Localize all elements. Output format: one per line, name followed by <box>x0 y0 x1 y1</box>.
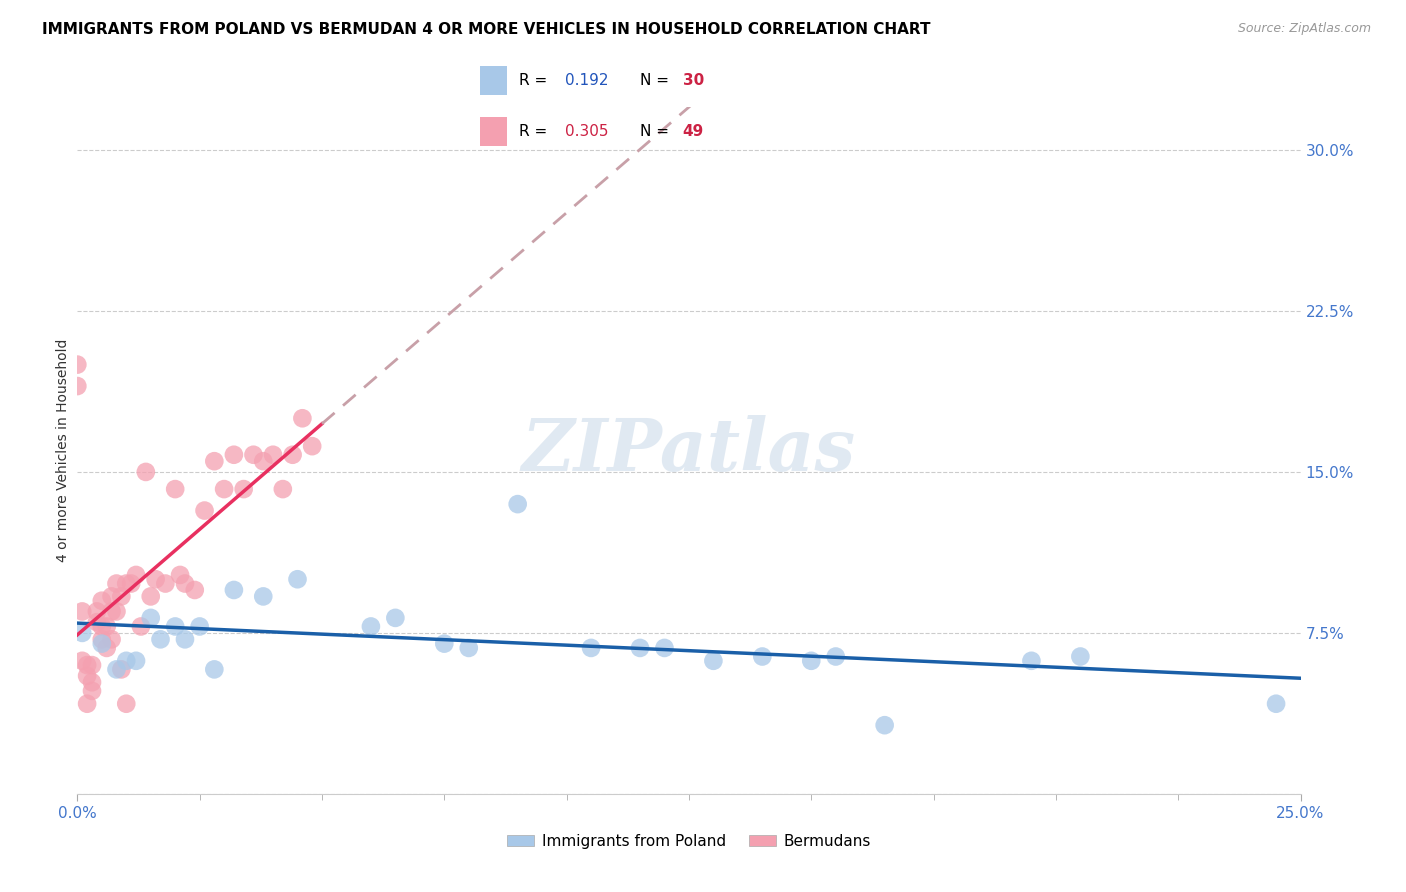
Point <box>873 718 896 732</box>
Point <box>506 497 529 511</box>
Point <box>751 649 773 664</box>
Text: 0.305: 0.305 <box>565 124 609 139</box>
Point <box>70 626 93 640</box>
Point <box>1021 654 1043 668</box>
Point <box>100 604 122 618</box>
Point <box>262 448 284 462</box>
Point <box>702 654 724 668</box>
Point <box>76 669 98 683</box>
Point <box>1069 649 1091 664</box>
Point <box>287 572 309 586</box>
Point <box>100 632 122 647</box>
Point <box>165 619 187 633</box>
Point <box>110 662 132 676</box>
Point <box>202 662 225 676</box>
Point <box>579 640 602 655</box>
Text: 30: 30 <box>683 72 704 87</box>
FancyBboxPatch shape <box>479 117 508 145</box>
Text: IMMIGRANTS FROM POLAND VS BERMUDAN 4 OR MORE VEHICLES IN HOUSEHOLD CORRELATION C: IMMIGRANTS FROM POLAND VS BERMUDAN 4 OR … <box>42 22 931 37</box>
Point <box>360 619 382 633</box>
Text: R =: R = <box>519 124 553 139</box>
Point <box>135 465 157 479</box>
Point <box>105 604 128 618</box>
Text: 0.192: 0.192 <box>565 72 609 87</box>
Text: Source: ZipAtlas.com: Source: ZipAtlas.com <box>1237 22 1371 36</box>
Point <box>291 411 314 425</box>
Point <box>80 675 103 690</box>
Point <box>76 658 98 673</box>
Text: N =: N = <box>640 124 673 139</box>
Point <box>70 654 93 668</box>
Point <box>125 654 148 668</box>
Point <box>86 604 108 618</box>
Point <box>174 632 197 647</box>
Text: R =: R = <box>519 72 553 87</box>
Point <box>654 640 676 655</box>
Point <box>70 604 93 618</box>
Point <box>281 448 304 462</box>
Point <box>90 637 112 651</box>
Point <box>252 590 274 604</box>
Point <box>242 448 264 462</box>
Point <box>222 582 245 597</box>
Y-axis label: 4 or more Vehicles in Household: 4 or more Vehicles in Household <box>56 339 70 562</box>
Point <box>271 482 294 496</box>
Point <box>149 632 172 647</box>
Point <box>169 568 191 582</box>
Text: 49: 49 <box>683 124 704 139</box>
Point <box>202 454 225 468</box>
Point <box>100 590 122 604</box>
Point <box>188 619 211 633</box>
Point <box>184 582 207 597</box>
Point <box>129 619 152 633</box>
Point <box>232 482 254 496</box>
Point <box>90 632 112 647</box>
Point <box>193 503 215 517</box>
Point <box>145 572 167 586</box>
Point <box>139 590 162 604</box>
Text: ZIPatlas: ZIPatlas <box>522 415 856 486</box>
Point <box>174 576 197 591</box>
Point <box>212 482 235 496</box>
Point <box>120 576 142 591</box>
Point <box>96 619 118 633</box>
Point <box>115 697 138 711</box>
Point <box>628 640 651 655</box>
Point <box>105 576 128 591</box>
Point <box>301 439 323 453</box>
Point <box>76 697 98 711</box>
Point <box>433 637 456 651</box>
Point <box>115 576 138 591</box>
Point <box>155 576 177 591</box>
Point <box>90 593 112 607</box>
Point <box>1265 697 1288 711</box>
Point <box>80 683 103 698</box>
Point <box>80 658 103 673</box>
Point <box>66 379 89 393</box>
Point <box>115 654 138 668</box>
Point <box>105 662 128 676</box>
Text: N =: N = <box>640 72 673 87</box>
Point <box>125 568 148 582</box>
Point <box>96 640 118 655</box>
Point <box>252 454 274 468</box>
Point <box>165 482 187 496</box>
Point <box>800 654 823 668</box>
Point <box>139 611 162 625</box>
Point <box>66 358 89 372</box>
Point <box>824 649 846 664</box>
Point <box>86 615 108 630</box>
Point <box>110 590 132 604</box>
FancyBboxPatch shape <box>479 66 508 95</box>
Point <box>222 448 245 462</box>
Legend: Immigrants from Poland, Bermudans: Immigrants from Poland, Bermudans <box>501 828 877 855</box>
Point <box>457 640 479 655</box>
Point <box>384 611 406 625</box>
Point <box>90 619 112 633</box>
